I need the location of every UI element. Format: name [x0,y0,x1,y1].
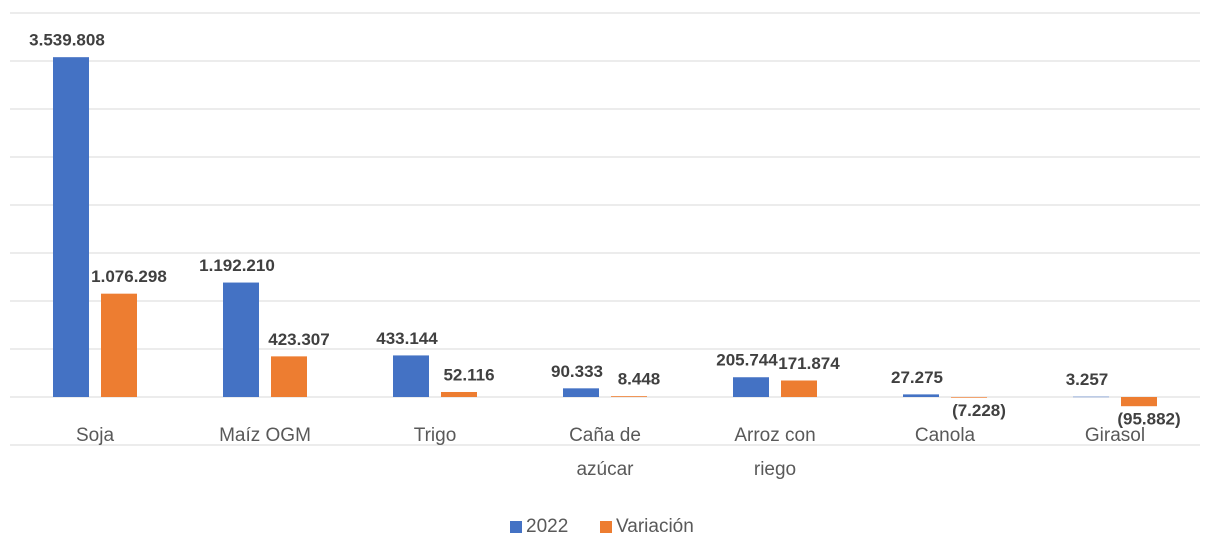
bar [393,355,429,397]
data-label: (7.228) [952,401,1006,420]
data-label: 205.744 [716,351,778,370]
bar [53,57,89,397]
x-tick-label: Canola [914,425,976,446]
bar [903,394,939,397]
legend-label: 2022 [526,516,568,537]
data-label: 1.192.210 [199,256,275,275]
bar [223,282,259,397]
bar [1121,397,1157,407]
data-label: 90.333 [551,362,603,381]
data-label: 433.144 [376,329,438,348]
x-tick-label: Trigo [413,425,457,446]
bar [441,391,477,397]
data-label: 3.257 [1066,370,1109,389]
bar [101,293,137,397]
bar [781,380,817,397]
data-label: 8.448 [618,370,661,389]
bar [951,397,987,398]
bar [733,377,769,397]
data-label: 27.275 [891,368,943,387]
x-tick-label: Girasol [1084,425,1146,446]
bar [1073,396,1109,398]
x-tick-label: Soja [75,425,115,446]
x-tick-label: Caña de azúcar [569,425,641,480]
data-label: 52.116 [443,365,494,384]
data-label: 1.076.298 [91,267,167,286]
legend-swatch [600,521,612,533]
data-label: 423.307 [268,330,329,349]
x-tick-label: Maíz OGM [219,425,311,446]
data-label: 3.539.808 [29,31,105,50]
data-label: 171.874 [778,354,840,373]
legend-label: Variación [616,516,694,537]
bar [563,388,599,397]
bar [611,396,647,397]
x-tick-label: Arroz con riego [734,425,816,480]
bar [271,356,307,397]
data-label: (95.882) [1117,410,1180,429]
legend-swatch [510,521,522,533]
